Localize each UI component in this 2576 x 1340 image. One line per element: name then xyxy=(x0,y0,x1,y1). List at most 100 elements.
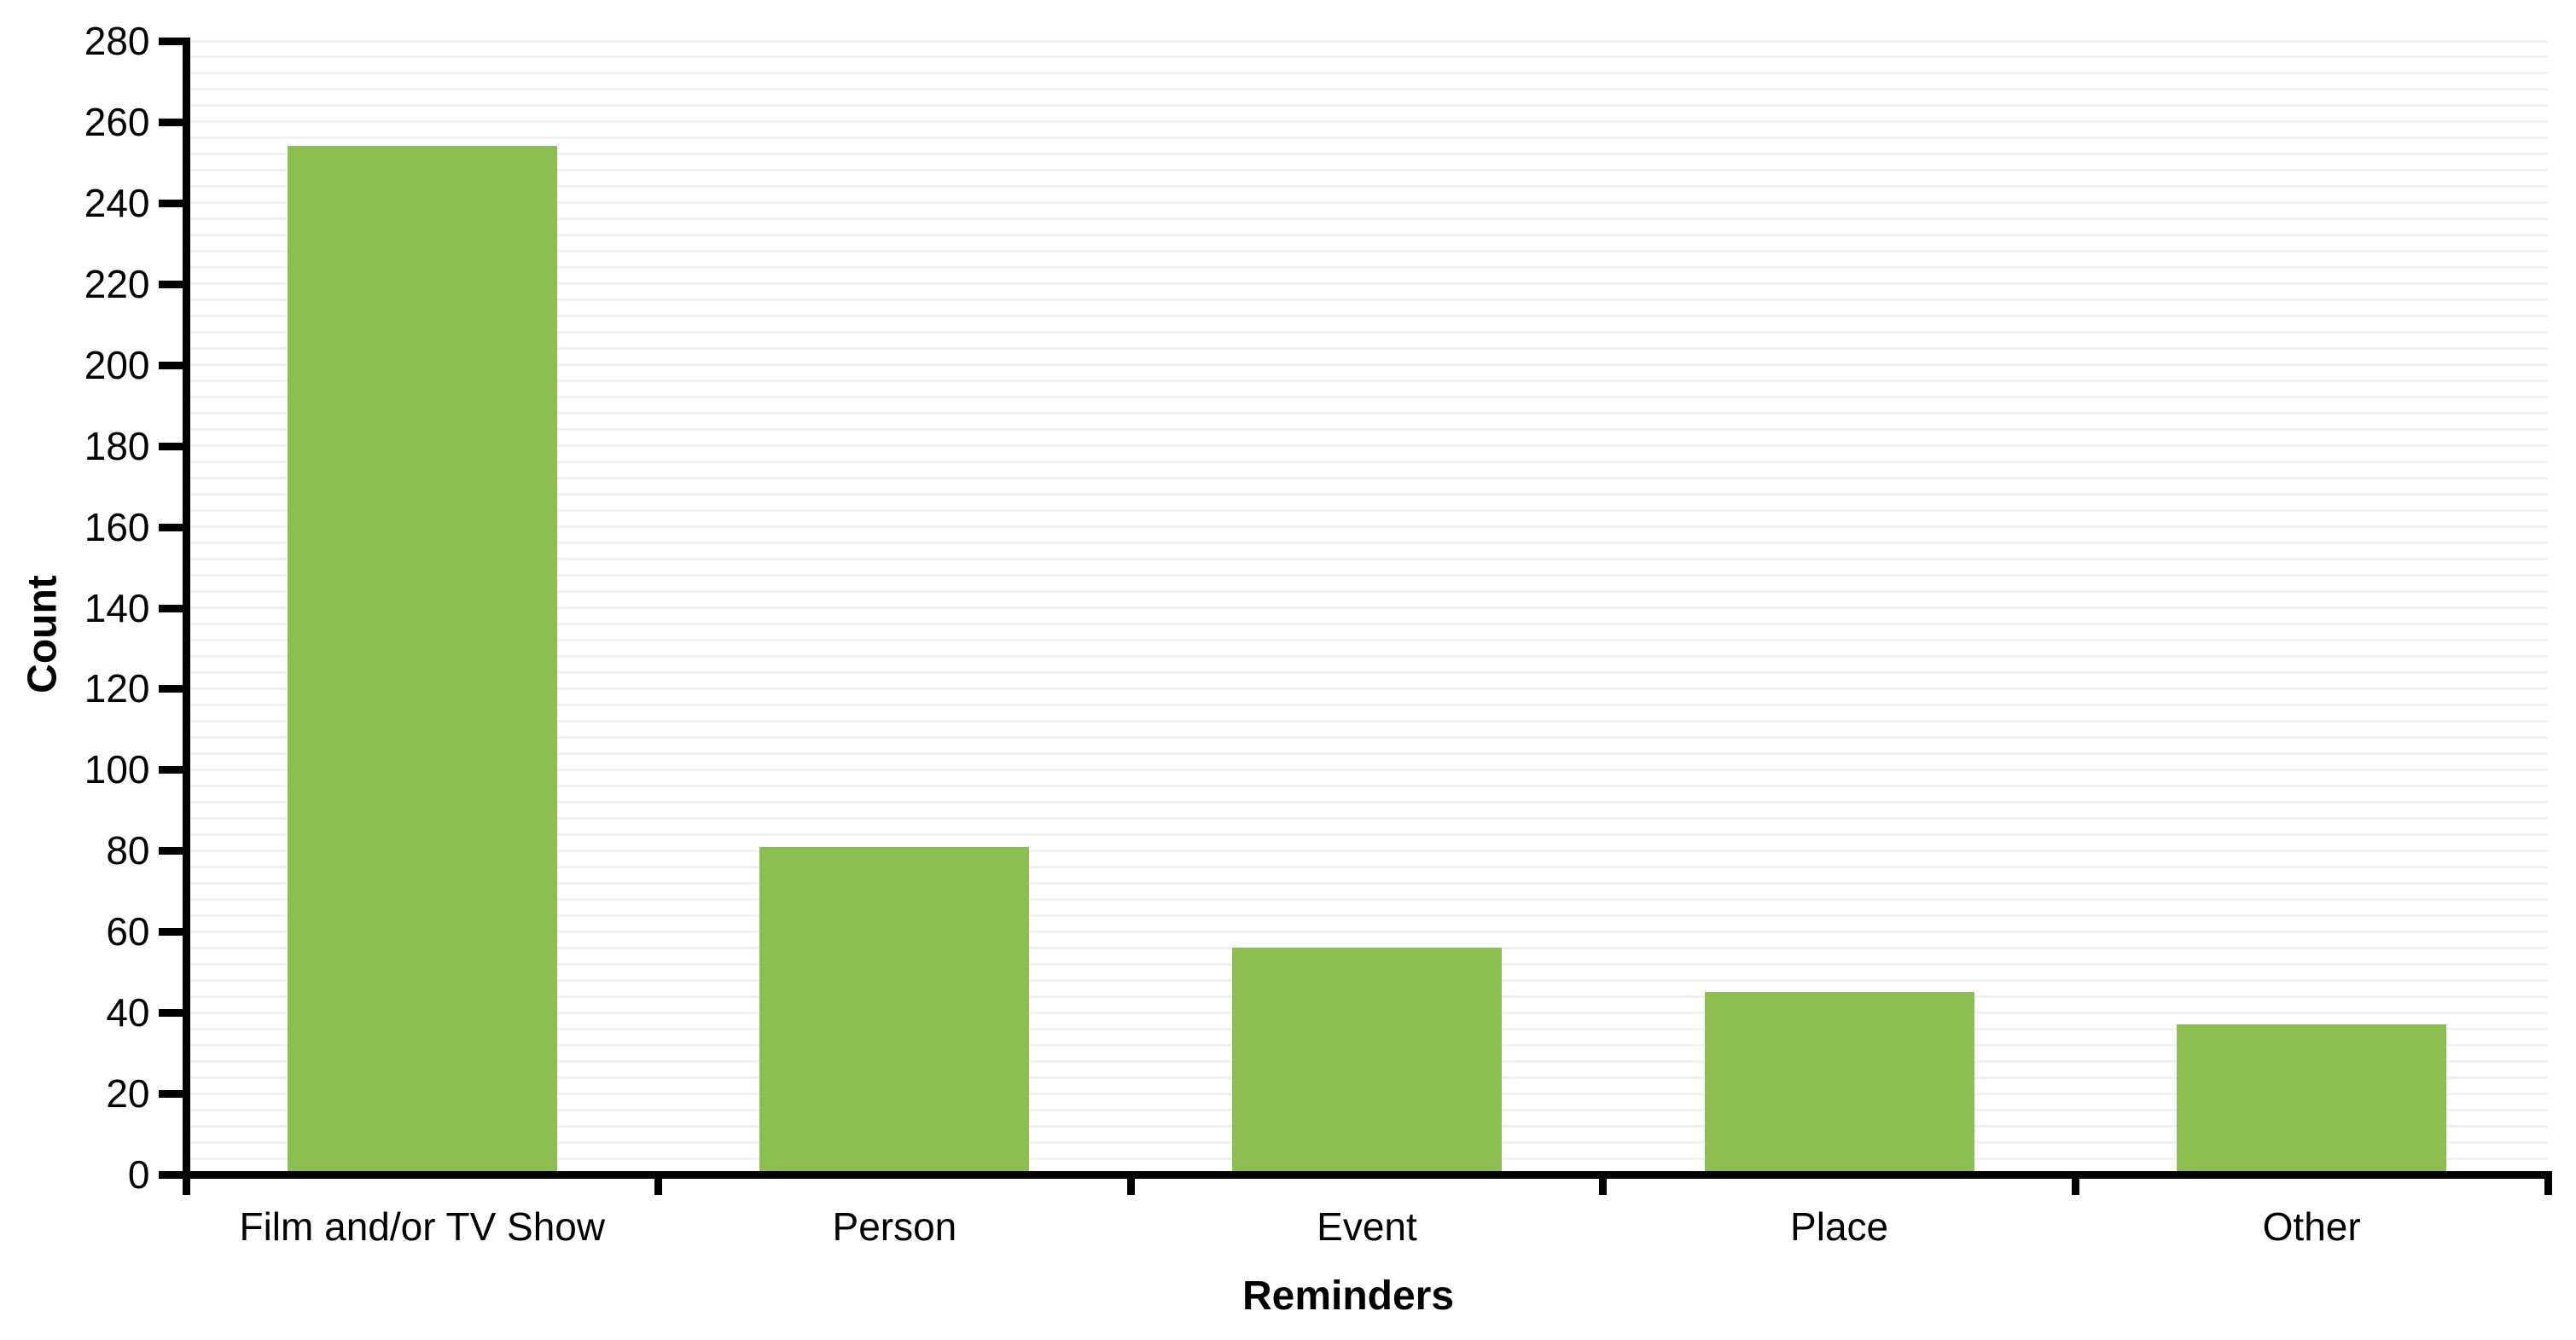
gridline xyxy=(186,315,2548,318)
gridline xyxy=(186,768,2548,771)
gridline xyxy=(186,930,2548,933)
gridline xyxy=(186,654,2548,658)
y-axis-title: Count xyxy=(20,575,66,693)
gridline xyxy=(186,55,2548,59)
gridline xyxy=(186,185,2548,189)
gridline xyxy=(186,299,2548,302)
bar-event xyxy=(1232,948,1502,1171)
gridline xyxy=(186,104,2548,107)
gridline xyxy=(186,201,2548,205)
gridline xyxy=(186,849,2548,852)
y-axis-tick xyxy=(158,604,190,612)
gridline xyxy=(186,735,2548,739)
y-axis-tick xyxy=(158,928,190,937)
gridline xyxy=(186,234,2548,237)
gridline xyxy=(186,574,2548,577)
gridline xyxy=(186,363,2548,367)
gridline xyxy=(186,670,2548,674)
gridline xyxy=(186,169,2548,172)
gridline xyxy=(186,282,2548,286)
y-axis-tick-label: 100 xyxy=(84,747,150,792)
y-axis-tick xyxy=(158,280,190,288)
gridline xyxy=(186,88,2548,91)
gridline xyxy=(186,509,2548,513)
gridline xyxy=(186,218,2548,221)
gridline xyxy=(186,136,2548,140)
gridline xyxy=(186,800,2548,803)
gridline xyxy=(186,396,2548,399)
y-axis-tick xyxy=(158,847,190,856)
gridline xyxy=(186,266,2548,270)
y-axis-tick-label: 60 xyxy=(106,909,150,954)
x-axis-tick xyxy=(2544,1171,2552,1195)
y-axis-tick-label: 200 xyxy=(84,342,150,387)
gridline xyxy=(186,250,2548,253)
y-axis-tick xyxy=(158,766,190,774)
gridline xyxy=(186,719,2548,722)
y-axis-tick-label: 20 xyxy=(106,1071,150,1117)
y-axis-tick xyxy=(158,1171,190,1179)
gridline xyxy=(186,412,2548,415)
x-axis-tick xyxy=(654,1171,663,1195)
category-label: Film and/or TV Show xyxy=(239,1204,606,1249)
gridline xyxy=(186,638,2548,641)
bar-other xyxy=(2177,1024,2446,1171)
bar-film-and-or-tv-show xyxy=(288,146,557,1171)
bar-place xyxy=(1705,992,1974,1171)
gridline xyxy=(186,881,2548,885)
y-axis-tick xyxy=(158,685,190,693)
gridline xyxy=(186,687,2548,690)
y-axis-tick-label: 140 xyxy=(84,585,150,630)
y-axis-tick-label: 80 xyxy=(106,828,150,873)
gridline xyxy=(186,120,2548,124)
y-axis-tick-label: 220 xyxy=(84,261,150,306)
gridline xyxy=(186,542,2548,545)
gridline xyxy=(186,525,2548,529)
gridline xyxy=(186,493,2548,496)
y-axis-tick xyxy=(158,1009,190,1018)
gridline xyxy=(186,897,2548,901)
gridline xyxy=(186,558,2548,561)
gridline xyxy=(186,444,2548,448)
bar-person xyxy=(759,846,1029,1171)
x-axis-tick xyxy=(1599,1171,1608,1195)
y-axis-tick xyxy=(158,1090,190,1099)
gridline xyxy=(186,590,2548,593)
gridline xyxy=(186,865,2548,868)
y-axis-line xyxy=(182,38,190,1195)
gridline xyxy=(186,477,2548,480)
x-axis-tick xyxy=(1126,1171,1135,1195)
y-axis-tick-label: 120 xyxy=(84,666,150,711)
gridline xyxy=(186,72,2548,75)
gridline xyxy=(186,153,2548,156)
gridline xyxy=(186,380,2548,383)
y-axis-tick-label: 180 xyxy=(84,423,150,468)
y-axis-tick xyxy=(158,38,190,45)
y-axis-tick-label: 260 xyxy=(84,99,150,144)
y-axis-tick xyxy=(158,442,190,450)
y-axis-tick xyxy=(158,361,190,369)
gridline xyxy=(186,347,2548,351)
x-axis-line xyxy=(182,1171,2552,1179)
gridline xyxy=(186,39,2548,43)
category-label: Person xyxy=(832,1204,957,1249)
gridline xyxy=(186,816,2548,820)
gridline xyxy=(186,622,2548,625)
category-label: Place xyxy=(1790,1204,1889,1249)
y-axis-tick xyxy=(158,199,190,207)
gridline xyxy=(186,606,2548,609)
gridline xyxy=(186,703,2548,706)
y-axis-tick xyxy=(158,523,190,531)
category-label: Other xyxy=(2262,1204,2361,1249)
x-axis-tick xyxy=(2071,1171,2079,1195)
y-axis-tick-label: 240 xyxy=(84,180,150,225)
category-label: Event xyxy=(1317,1204,1417,1249)
gridline xyxy=(186,784,2548,787)
gridline xyxy=(186,428,2548,432)
gridline xyxy=(186,914,2548,917)
y-axis-tick-label: 0 xyxy=(127,1152,150,1197)
gridline xyxy=(186,331,2548,334)
gridline xyxy=(186,751,2548,755)
y-axis-tick-label: 280 xyxy=(84,19,150,63)
